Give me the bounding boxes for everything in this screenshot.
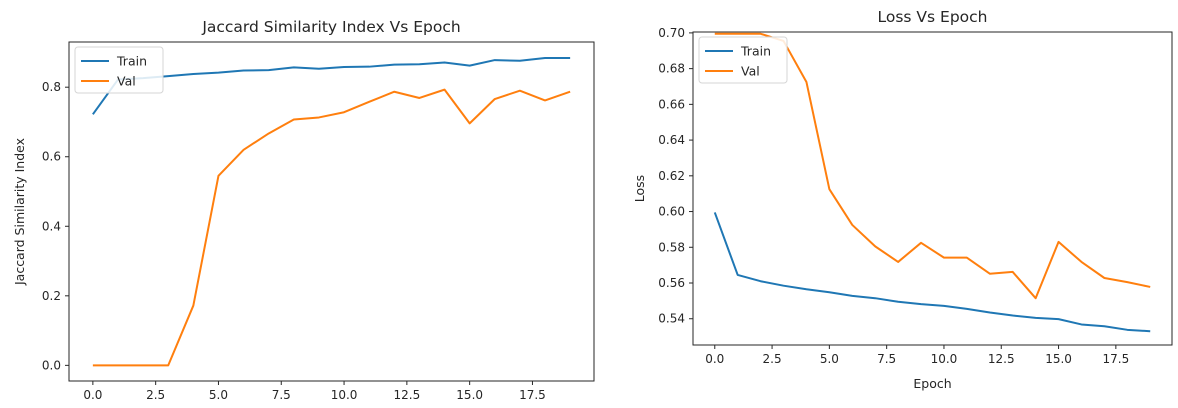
loss-y-tick-label: 0.70 (658, 26, 685, 40)
loss-x-tick-label: 0.0 (705, 352, 724, 366)
loss-y-axis-label: Loss (632, 175, 647, 202)
jaccard-legend-label-val: Val (117, 74, 136, 89)
jaccard-chart: Jaccard Similarity Index Vs Epoch Jaccard… (12, 18, 595, 402)
jaccard-chart-title: Jaccard Similarity Index Vs Epoch (201, 18, 460, 36)
loss-y-tick-label: 0.64 (658, 133, 685, 147)
loss-chart-title: Loss Vs Epoch (878, 8, 988, 26)
jaccard-y-tick-label: 0.6 (42, 150, 61, 164)
loss-legend-label-train: Train (740, 44, 771, 59)
jaccard-x-tick-label: 15.0 (456, 388, 483, 402)
loss-y-tick-label: 0.56 (658, 276, 685, 290)
jaccard-y-tick-label: 0.0 (42, 358, 61, 372)
loss-x-axis-label: Epoch (913, 376, 951, 391)
loss-y-tick-label: 0.68 (658, 62, 685, 76)
loss-x-tick-label: 17.5 (1102, 352, 1129, 366)
loss-y-tick-label: 0.62 (658, 169, 685, 183)
jaccard-x-tick-label: 5.0 (209, 388, 228, 402)
loss-y-tick-label: 0.66 (658, 97, 685, 111)
loss-chart: Loss Vs Epoch Loss Epoch 0.0 2.5 5.0 7.5 10.0 12… (632, 8, 1173, 391)
loss-y-tick-label: 0.58 (658, 240, 685, 254)
jaccard-y-tick-label: 0.4 (42, 219, 61, 233)
loss-x-tick-label: 5.0 (820, 352, 839, 366)
jaccard-x-tick-label: 7.5 (272, 388, 291, 402)
jaccard-series-line-val (92, 88, 571, 367)
jaccard-y-axis-label: Jaccard Similarity Index (12, 138, 27, 286)
loss-x-tick-label: 7.5 (877, 352, 896, 366)
loss-legend-label-val: Val (741, 64, 760, 79)
jaccard-x-tick-label: 10.0 (331, 388, 358, 402)
jaccard-x-tick-label: 2.5 (146, 388, 165, 402)
loss-series-line-train (713, 212, 1151, 333)
loss-y-tick-label: 0.54 (658, 312, 685, 326)
jaccard-legend-label-train: Train (116, 54, 147, 69)
loss-x-tick-label: 12.5 (988, 352, 1015, 366)
jaccard-y-tick-label: 0.8 (42, 80, 61, 94)
loss-x-tick-label: 15.0 (1045, 352, 1072, 366)
jaccard-x-tick-label: 17.5 (519, 388, 546, 402)
jaccard-axes-frame (68, 41, 595, 382)
jaccard-x-tick-label: 12.5 (393, 388, 420, 402)
loss-y-tick-label: 0.60 (658, 205, 685, 219)
loss-axes-frame (692, 31, 1173, 346)
jaccard-y-tick-label: 0.2 (42, 289, 61, 303)
jaccard-series-line-train (92, 56, 571, 115)
loss-x-tick-label: 2.5 (763, 352, 782, 366)
loss-x-tick-label: 10.0 (931, 352, 958, 366)
jaccard-x-tick-label: 0.0 (83, 388, 102, 402)
